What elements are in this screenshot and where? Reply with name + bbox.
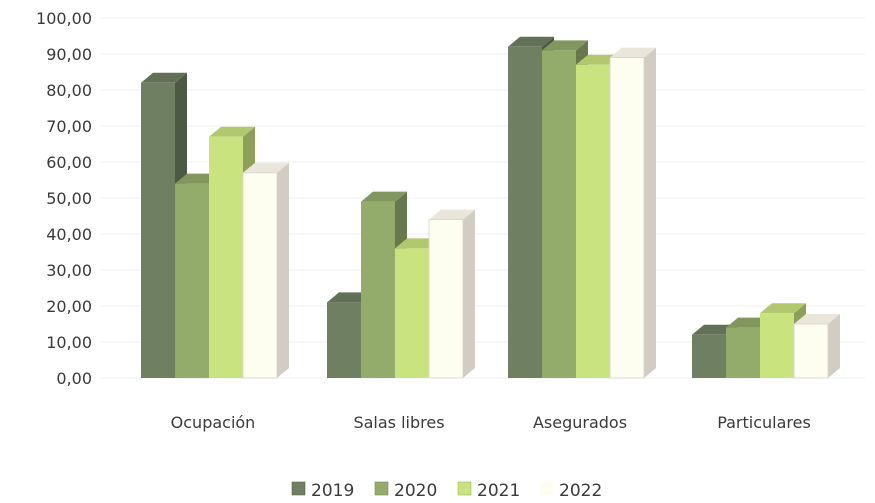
bar-group bbox=[692, 303, 840, 379]
bar-2022 bbox=[428, 209, 475, 379]
legend-label: 2019 bbox=[311, 481, 354, 501]
legend-swatch bbox=[540, 482, 553, 495]
y-tick-label: 80,00 bbox=[46, 81, 92, 100]
legend-label: 2021 bbox=[477, 481, 520, 501]
legend-item: 2020 bbox=[374, 481, 437, 501]
x-tick-label: Ocupación bbox=[171, 413, 256, 432]
y-tick-label: 20,00 bbox=[46, 297, 92, 316]
plot-area bbox=[141, 36, 840, 379]
bar-group bbox=[508, 36, 656, 379]
y-tick-label: 100,00 bbox=[36, 9, 92, 28]
legend-label: 2022 bbox=[559, 481, 602, 501]
y-tick-label: 50,00 bbox=[46, 189, 92, 208]
y-tick-label: 0,00 bbox=[56, 369, 92, 388]
y-axis: 0,00 10,00 20,00 30,00 40,00 50,00 60,00 70,00 8… bbox=[36, 9, 92, 388]
bar-2022 bbox=[793, 314, 840, 379]
y-tick-label: 70,00 bbox=[46, 117, 92, 136]
legend-item: 2019 bbox=[291, 481, 354, 501]
bar-group bbox=[141, 72, 289, 379]
legend-swatch bbox=[457, 481, 472, 496]
y-tick-label: 90,00 bbox=[46, 45, 92, 64]
x-tick-label: Asegurados bbox=[533, 413, 627, 432]
bar-2022 bbox=[242, 162, 289, 379]
x-axis: Ocupación Salas libres Asegurados Particula… bbox=[171, 413, 811, 432]
legend-label: 2020 bbox=[394, 481, 437, 501]
y-tick-label: 10,00 bbox=[46, 333, 92, 352]
y-tick-label: 60,00 bbox=[46, 153, 92, 172]
bar-2022 bbox=[609, 47, 656, 379]
x-tick-label: Salas libres bbox=[353, 413, 444, 432]
legend: 2019 2020 2021 2022 bbox=[291, 481, 602, 501]
legend-item: 2021 bbox=[457, 481, 520, 501]
legend-swatch bbox=[374, 481, 389, 496]
legend-item: 2022 bbox=[540, 481, 602, 501]
y-tick-label: 30,00 bbox=[46, 261, 92, 280]
y-tick-label: 40,00 bbox=[46, 225, 92, 244]
bar-group bbox=[327, 191, 475, 379]
legend-swatch bbox=[291, 481, 306, 496]
x-tick-label: Particulares bbox=[717, 413, 811, 432]
